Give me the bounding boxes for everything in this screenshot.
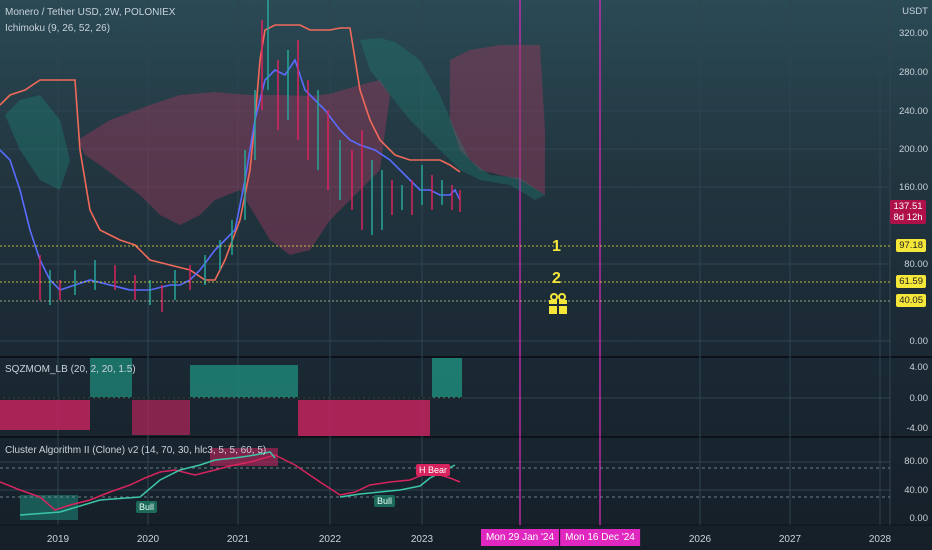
price-label: 240.00: [898, 106, 928, 117]
price-label: 160.00: [898, 182, 928, 193]
year-label: 2021: [226, 534, 250, 545]
price-label: 200.00: [898, 144, 928, 155]
price-label: 80.00: [904, 259, 928, 270]
year-label: 2026: [688, 534, 712, 545]
currency-label: USDT: [902, 6, 928, 17]
year-label: 2019: [46, 534, 70, 545]
ichimoku-indicator-label[interactable]: Ichimoku (9, 26, 52, 26): [5, 23, 111, 34]
marker-2[interactable]: 2: [552, 270, 561, 287]
date-marker-2[interactable]: Mon 16 Dec '24: [560, 529, 640, 546]
symbol-title[interactable]: Monero / Tether USD, 2W, POLONIEX: [5, 7, 176, 18]
cluster-axis-label: 0.00: [909, 513, 929, 524]
year-label: 2028: [868, 534, 892, 545]
year-label: 2023: [410, 534, 434, 545]
kumo-cloud-bearish-2: [450, 45, 545, 195]
price-candles[interactable]: [39, 0, 461, 312]
cluster-axis-label: 40.00: [904, 485, 928, 496]
price-label: 320.00: [898, 28, 928, 39]
last-price-tag[interactable]: 137.51 8d 12h: [890, 200, 926, 224]
squeeze-axis-label: 4.00: [909, 362, 929, 373]
cluster-axis-label: 80.00: [904, 456, 928, 467]
squeeze-axis-label: 0.00: [909, 393, 929, 404]
year-label: 2022: [318, 534, 342, 545]
vertical-grid: [57, 0, 881, 525]
bull-signal-tag[interactable]: Bull: [374, 495, 396, 507]
price-label: 0.00: [909, 336, 929, 347]
price-label: 280.00: [898, 67, 928, 78]
last-price-value: 137.51: [893, 201, 923, 212]
cluster-algorithm-plot[interactable]: [0, 448, 890, 520]
level-tag-2[interactable]: 61.59: [896, 275, 926, 288]
squeeze-indicator-label[interactable]: SQZMOM_LB (20, 2, 20, 1.5): [5, 364, 136, 375]
level-tag-3[interactable]: 40.05: [896, 294, 926, 307]
ichimoku-base-line: [0, 24, 461, 281]
year-label: 2027: [778, 534, 802, 545]
bull-signal-tag[interactable]: Bull: [136, 501, 158, 513]
marker-1[interactable]: 1: [552, 238, 561, 255]
bar-countdown: 8d 12h: [893, 212, 923, 223]
kumo-cloud-bullish: [5, 95, 70, 190]
hidden-bear-signal-tag[interactable]: H Bear: [416, 464, 451, 476]
year-label: 2020: [136, 534, 160, 545]
squeeze-axis-label: -4.00: [906, 423, 928, 434]
horizontal-grid: [0, 32, 890, 491]
squeeze-histogram[interactable]: [0, 358, 462, 436]
cluster-indicator-label[interactable]: Cluster Algorithm II (Clone) v2 (14, 70,…: [5, 445, 267, 456]
kumo-cloud-bearish: [78, 80, 390, 255]
gift-icon[interactable]: [549, 293, 567, 314]
level-tag-1[interactable]: 97.18: [896, 239, 926, 252]
kumo-cloud-bullish-2: [360, 38, 545, 200]
date-marker-1[interactable]: Mon 29 Jan '24: [480, 529, 560, 546]
